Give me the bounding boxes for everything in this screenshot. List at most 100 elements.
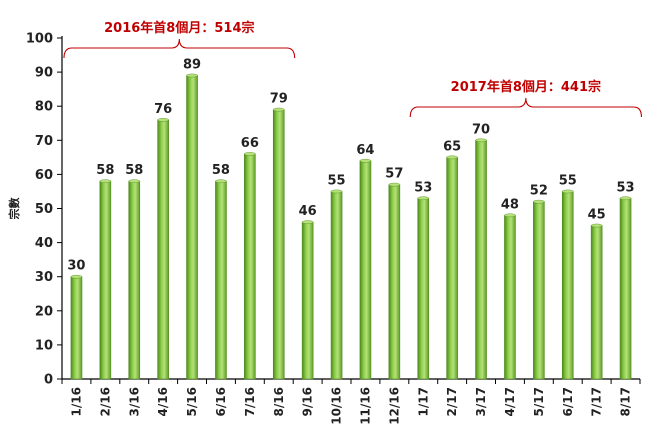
bar-top <box>446 155 458 160</box>
data-label: 58 <box>125 163 143 178</box>
bar <box>533 201 545 380</box>
y-tick-label: 30 <box>35 270 53 285</box>
data-label: 55 <box>328 173 346 188</box>
bar <box>619 197 632 380</box>
x-tick-label: 6/16 <box>214 387 228 416</box>
bar-top <box>244 152 256 156</box>
data-label: 65 <box>443 139 461 154</box>
bar-top <box>99 179 112 184</box>
data-label: 52 <box>530 184 548 199</box>
bar-top <box>273 107 285 112</box>
y-tick-label: 0 <box>44 373 53 388</box>
bar-top <box>157 118 169 122</box>
data-label: 70 <box>472 122 490 137</box>
y-tick-label: 10 <box>35 338 53 353</box>
bar-top <box>359 158 372 163</box>
x-axis: 1/16 2/16 3/16 4/16 5/16 6/16 7/16 8/16 9/16 10/1… <box>61 378 641 425</box>
y-axis-label: 宗數 <box>7 198 21 220</box>
bar <box>186 75 198 380</box>
data-label: 45 <box>588 208 606 223</box>
data-label: 53 <box>617 180 635 195</box>
x-tick-label: 5/16 <box>185 387 199 416</box>
x-tick-label: 5/17 <box>532 387 546 416</box>
bar-top <box>186 73 198 78</box>
bar <box>359 160 372 380</box>
data-label: 66 <box>241 136 259 151</box>
data-labels: 30 58 58 76 89 58 66 79 46 55 64 57 53 65 70 48 52 55 45 53 <box>67 58 634 274</box>
y-axis: 0 10 20 30 40 50 60 70 80 90 100 <box>26 32 63 388</box>
bar-top <box>475 138 487 143</box>
data-label: 46 <box>299 204 317 219</box>
y-tick-label: 90 <box>35 66 53 81</box>
annotation-label: 2016年首8個月：514宗 <box>104 20 254 36</box>
x-tick-label: 10/16 <box>330 387 344 425</box>
bar-top <box>504 213 516 218</box>
data-label: 76 <box>154 102 172 117</box>
data-label: 53 <box>414 180 432 195</box>
bar <box>244 153 256 380</box>
data-label: 89 <box>183 58 201 73</box>
x-tick-label: 7/16 <box>243 387 257 416</box>
x-tick-label: 8/17 <box>619 387 633 416</box>
data-label: 57 <box>385 167 403 182</box>
x-tick-label: 7/17 <box>590 387 604 416</box>
x-tick-label: 12/16 <box>387 387 401 425</box>
bar <box>272 109 285 380</box>
y-tick-label: 20 <box>35 304 53 319</box>
y-tick-label: 40 <box>35 236 53 251</box>
data-label: 64 <box>356 143 374 158</box>
bar-top <box>301 220 314 224</box>
bar <box>388 184 401 380</box>
y-tick-label: 70 <box>35 134 53 149</box>
x-tick-label: 6/17 <box>561 387 575 416</box>
y-tick-label: 60 <box>35 168 53 183</box>
y-tick-label: 50 <box>35 202 53 217</box>
data-label: 30 <box>67 259 85 274</box>
bar <box>446 157 458 380</box>
data-label: 58 <box>96 163 114 178</box>
annotation-label: 2017年首8個月：441宗 <box>451 79 601 95</box>
bar <box>417 197 430 380</box>
annotation-brace <box>409 97 642 118</box>
x-tick-label: 8/16 <box>272 387 286 416</box>
bar-top <box>388 182 401 187</box>
y-tick-label: 100 <box>26 32 53 47</box>
annotations: 2016年首8個月：514宗 2017年首8個月：441宗 <box>63 20 642 118</box>
bar <box>301 221 314 380</box>
bar <box>330 191 343 380</box>
bar-top <box>417 196 429 201</box>
x-tick-label: 2/16 <box>98 387 112 416</box>
x-tick-label: 3/17 <box>474 387 488 416</box>
data-label: 55 <box>559 173 577 188</box>
bar <box>215 180 227 380</box>
x-tick-label: 9/16 <box>301 387 315 416</box>
bar <box>70 276 83 380</box>
x-tick-label: 1/16 <box>69 387 83 416</box>
bar-top <box>619 196 632 201</box>
data-label: 48 <box>501 197 519 212</box>
x-tick-label: 2/17 <box>445 387 459 416</box>
bar <box>590 225 603 380</box>
bar <box>504 215 516 380</box>
bar <box>475 140 487 380</box>
bar-top <box>70 274 83 279</box>
bar <box>99 180 112 380</box>
bar-top <box>562 189 574 194</box>
x-tick-label: 11/16 <box>358 387 372 425</box>
x-tick-label: 4/16 <box>156 387 170 416</box>
x-tick-label: 1/17 <box>416 387 430 416</box>
x-tick-label: 4/17 <box>503 387 517 416</box>
data-label: 58 <box>212 163 230 178</box>
bar <box>157 119 169 380</box>
bar-top <box>533 199 545 204</box>
bar-top <box>590 223 603 228</box>
y-tick-label: 80 <box>35 100 53 115</box>
annotation-brace <box>63 38 296 59</box>
data-label: 79 <box>270 92 288 107</box>
bars <box>70 73 632 380</box>
bar <box>561 191 574 380</box>
bar-top <box>128 179 140 184</box>
bar-top <box>330 189 343 194</box>
bar-top <box>215 179 227 184</box>
